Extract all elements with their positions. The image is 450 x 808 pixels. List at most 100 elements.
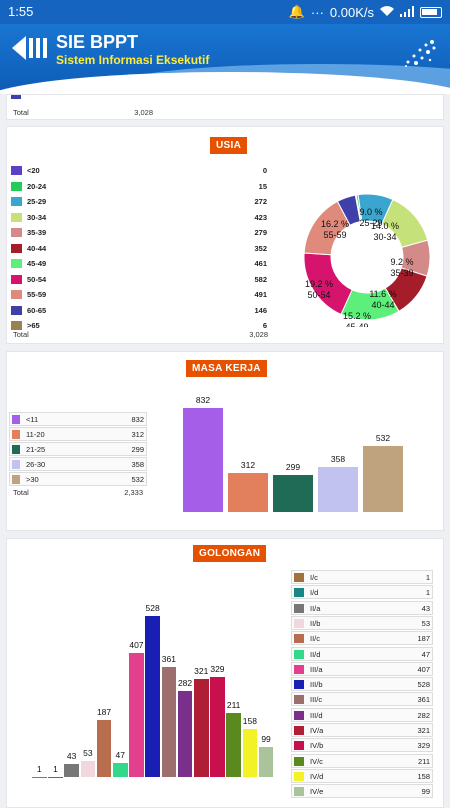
bar: [80, 760, 96, 777]
legend-label: 45-49: [27, 259, 47, 268]
legend-swatch: [294, 634, 304, 644]
legend-swatch: [12, 460, 20, 469]
golongan-legend-row: III/a 407: [291, 661, 433, 676]
legend-swatch: [294, 787, 304, 797]
legend-label: II/b: [310, 618, 321, 628]
donut-label: 14.0 % 30-34: [371, 221, 399, 242]
golongan-legend-row: II/d 47: [291, 646, 433, 661]
legend-label: IV/b: [310, 741, 324, 751]
bar-value-label: 321: [194, 666, 209, 677]
bar-value-label: 282: [177, 677, 193, 688]
legend-swatch: [294, 680, 304, 690]
legend-value: 491: [254, 290, 267, 299]
usia-legend-row: 40-44 352: [7, 243, 272, 255]
bar-value-label: 299: [285, 461, 301, 472]
legend-value: 1: [425, 573, 430, 582]
legend-swatch: [294, 618, 304, 628]
masa-kerja-total-label: Total: [13, 488, 29, 497]
legend-value: 15: [258, 181, 267, 191]
legend-value: 187: [417, 634, 430, 644]
legend-label: I/c: [310, 573, 318, 582]
donut-slice: [354, 194, 362, 223]
legend-value: 0: [262, 166, 267, 175]
legend-label: IV/d: [310, 771, 324, 781]
legend-swatch: [12, 445, 20, 454]
legend-label: 11-20: [26, 430, 45, 439]
masa-kerja-legend-row: <11 832: [9, 412, 147, 426]
legend-label: III/c: [310, 695, 323, 705]
donut-label: 11.6 % 40-44: [369, 289, 396, 310]
bar: [177, 690, 193, 777]
golongan-legend-row: I/c 1: [291, 570, 433, 584]
legend-label: <20: [27, 166, 40, 175]
legend-swatch: [294, 695, 304, 705]
golongan-title: GOLONGAN: [193, 545, 267, 562]
legend-swatch: [11, 290, 22, 299]
masa-kerja-legend-row: 21-25 299: [9, 442, 147, 456]
bar-value-label: 329: [210, 663, 225, 674]
legend-value: 358: [131, 460, 144, 469]
legend-value: 99: [421, 787, 430, 797]
bar: [32, 776, 47, 778]
bar-value-label: 47: [115, 749, 125, 760]
legend-swatch: [294, 603, 304, 613]
legend-value: 329: [417, 741, 430, 751]
bar-value-label: 1: [36, 763, 42, 774]
masa-kerja-total-value: 2,333: [124, 488, 143, 497]
legend-value: 158: [417, 771, 430, 781]
legend-label: <11: [26, 415, 39, 424]
legend-label: IV/a: [310, 726, 324, 735]
legend-label: 35-39: [27, 228, 47, 237]
golongan-legend-row: III/c 361: [291, 692, 433, 707]
usia-legend-row: 60-65 146: [7, 305, 272, 317]
wifi-icon: [380, 5, 394, 20]
bar-value-label: 832: [195, 395, 211, 406]
app-title: SIE BPPT: [56, 32, 139, 52]
bar-value-label: 53: [83, 747, 93, 758]
previous-total-label: Total: [13, 108, 29, 117]
golongan-bar-chart: 1 1 43 53 187 47 407 528 361 282 321 329 211 158 99: [32, 584, 280, 778]
donut-label: 9.2 % 35-39: [390, 257, 413, 278]
legend-value: 279: [254, 228, 267, 237]
legend-value: 1: [425, 588, 430, 598]
bar: [129, 652, 144, 777]
bar: [228, 473, 268, 512]
golongan-legend-row: IV/a 321: [291, 723, 433, 737]
donut-label: 15.2 % 45-49: [343, 311, 371, 327]
legend-label: 50-54: [27, 274, 47, 284]
legend-swatch: [11, 197, 22, 206]
legend-swatch: [11, 181, 22, 191]
bar-value-label: 99: [261, 733, 271, 744]
bppt-logo-icon: [405, 40, 436, 67]
bar-value-label: 158: [242, 715, 257, 726]
legend-label: 55-59: [27, 290, 47, 299]
legend-label: 25-29: [27, 197, 47, 206]
legend-value: 528: [417, 680, 430, 690]
legend-value: 146: [254, 305, 267, 315]
bar-value-label: 358: [330, 454, 346, 465]
legend-swatch: [12, 415, 20, 424]
status-bar: 1:55 🔔 ··· 0.00K/s: [0, 0, 450, 24]
donut-label: 9.0 % 25-29: [359, 207, 382, 228]
legend-swatch: [294, 573, 304, 582]
usia-legend-row: 30-34 423: [7, 212, 272, 224]
bar-value-label: 407: [129, 639, 144, 650]
status-time: 1:55: [8, 4, 34, 19]
legend-label: 60-65: [27, 305, 47, 315]
legend-swatch: [11, 259, 22, 268]
golongan-legend-row: III/d 282: [291, 707, 433, 722]
bar: [258, 746, 274, 777]
legend-label: >65: [27, 321, 40, 330]
status-dots: ···: [310, 4, 324, 20]
masa-kerja-bar-chart: 832 312 299 358 532: [177, 382, 417, 512]
bar: [242, 728, 258, 777]
usia-legend-row: 25-29 272: [7, 196, 272, 208]
legend-swatch: [294, 756, 304, 766]
legend-swatch: [12, 430, 20, 439]
legend-label: II/a: [310, 603, 321, 613]
legend-swatch: [11, 166, 22, 175]
legend-value: 6: [262, 321, 267, 330]
back-arrow-icon[interactable]: [12, 32, 48, 64]
legend-label: IV/e: [310, 787, 324, 797]
bar-value-label: 1: [53, 763, 58, 774]
